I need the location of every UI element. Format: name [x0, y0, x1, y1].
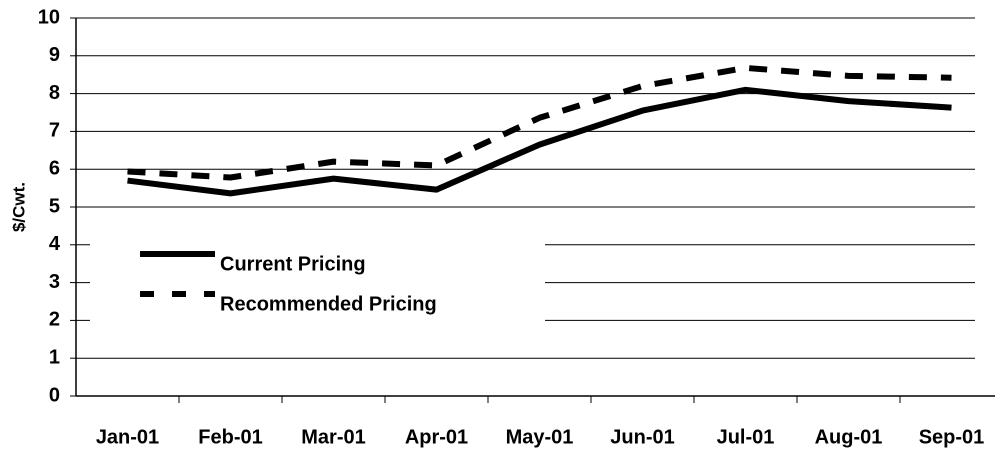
- series-line: [127, 86, 952, 197]
- x-tick-label: Sep-01: [919, 426, 985, 448]
- x-tick-label: Jun-01: [610, 426, 674, 448]
- legend-label: Recommended Pricing: [220, 293, 437, 315]
- y-tick-label: 6: [49, 157, 60, 179]
- y-tick-label: 1: [49, 346, 60, 368]
- y-tick-label: 4: [49, 233, 61, 255]
- x-tick-label: Jan-01: [96, 426, 159, 448]
- x-tick-label: Jul-01: [717, 426, 775, 448]
- y-tick-label: 9: [49, 44, 60, 66]
- y-tick-label: 5: [49, 195, 60, 217]
- x-tick-label: Apr-01: [405, 426, 468, 448]
- series-line: [127, 64, 952, 181]
- y-tick-label: 2: [49, 309, 60, 331]
- x-tick-label: May-01: [506, 426, 574, 448]
- y-tick-label: 8: [49, 82, 60, 104]
- x-tick-label: Mar-01: [301, 426, 365, 448]
- y-tick-label: 7: [49, 120, 60, 142]
- y-tick-label: 3: [49, 271, 60, 293]
- legend-label: Current Pricing: [220, 253, 366, 275]
- x-tick-label: Feb-01: [198, 426, 262, 448]
- y-tick-label: 0: [49, 384, 60, 406]
- x-tick-label: Aug-01: [815, 426, 883, 448]
- y-axis-label: $/Cwt.: [9, 182, 28, 232]
- y-tick-label: 10: [38, 6, 60, 28]
